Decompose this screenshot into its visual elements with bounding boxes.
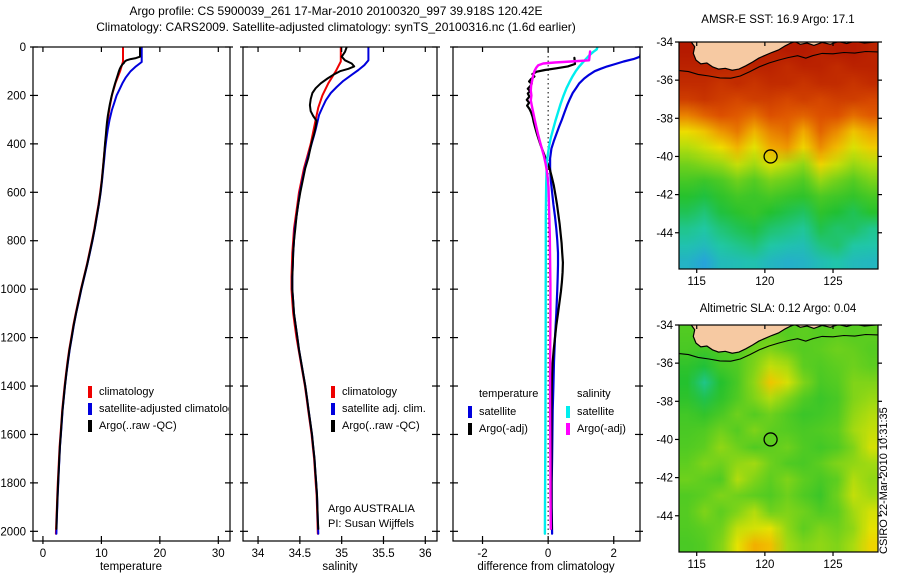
legend-item-argo-raw: Argo(..raw -QC) [88, 417, 229, 434]
svg-text:125: 125 [823, 559, 842, 571]
temperature-legend: climatology satellite-adjusted climatolo… [88, 383, 229, 434]
legend-item-satellite-adj-clim: satellite adj. clim. [331, 400, 426, 417]
sal-satellite-swatch-icon [566, 405, 570, 418]
legend-header-temperature: temperature [479, 388, 539, 400]
legend-item-climatology: climatology [331, 383, 426, 400]
legend-item-satellite-adjusted: satellite-adjusted climatology [88, 400, 229, 417]
svg-text:120: 120 [755, 559, 774, 571]
svg-text:35.5: 35.5 [372, 548, 394, 560]
svg-text:2: 2 [611, 548, 617, 560]
legend-label: satellite [479, 405, 517, 418]
legend-label: Argo(-adj) [479, 422, 528, 435]
svg-text:1800: 1800 [0, 478, 26, 490]
svg-text:1600: 1600 [0, 429, 26, 441]
legend-header-salinity: salinity [577, 388, 611, 400]
svg-text:10: 10 [95, 548, 108, 560]
svg-text:-44: -44 [656, 511, 673, 523]
legend-label: Argo(..raw -QC) [99, 419, 177, 432]
figure-title-line1: Argo profile: CS 5900039_261 17-Mar-2010… [129, 4, 543, 18]
temp-argo-swatch-icon [468, 422, 472, 435]
figure-title-line2: Climatology: CARS2009. Satellite-adjuste… [96, 20, 576, 34]
svg-text:30: 30 [212, 548, 225, 560]
argo-raw-swatch-icon [88, 419, 92, 432]
legend-item-climatology: climatology [88, 383, 229, 400]
svg-text:36: 36 [419, 548, 432, 560]
svg-text:120: 120 [755, 276, 774, 288]
svg-text:200: 200 [7, 90, 26, 102]
svg-text:1000: 1000 [0, 284, 26, 296]
salinity-legend: climatology satellite adj. clim. Argo(..… [331, 383, 426, 434]
legend-label: climatology [99, 385, 155, 398]
legend-item-sal-satellite: satellite [566, 403, 626, 420]
svg-text:-36: -36 [656, 358, 673, 370]
argo-raw-swatch-icon [331, 419, 335, 432]
svg-text:34: 34 [252, 548, 265, 560]
svg-text:-42: -42 [656, 473, 673, 485]
difference-axis-label: difference from climatology [477, 561, 615, 573]
svg-text:35: 35 [335, 548, 348, 560]
climatology-swatch-icon [88, 385, 92, 398]
legend-item-temp-argo: Argo(-adj) [468, 420, 538, 437]
satellite-adjusted-swatch-icon [88, 402, 92, 415]
svg-text:-44: -44 [656, 228, 673, 240]
svg-text:-40: -40 [656, 434, 673, 446]
svg-text:1200: 1200 [0, 333, 26, 345]
salinity-axis-label: salinity [322, 561, 358, 573]
svg-text:0: 0 [545, 548, 551, 560]
svg-text:-40: -40 [656, 151, 673, 163]
svg-text:600: 600 [7, 187, 26, 199]
svg-text:20: 20 [153, 548, 166, 560]
svg-text:-2: -2 [477, 548, 487, 560]
svg-text:0: 0 [40, 548, 46, 560]
legend-label: satellite-adjusted climatology [99, 402, 229, 415]
annotation-line2: PI: Susan Wijffels [328, 518, 414, 530]
sla-map-image [679, 325, 878, 552]
legend-item-temp-satellite: satellite [468, 403, 538, 420]
svg-text:-36: -36 [656, 75, 673, 87]
sst-map-image [679, 42, 878, 269]
legend-label: satellite adj. clim. [342, 402, 426, 415]
svg-text:-34: -34 [656, 320, 673, 332]
legend-item-sal-argo: Argo(-adj) [566, 420, 626, 437]
csiro-timestamp: CSIRO 22-Mar-2010 10:31:35 [878, 407, 890, 554]
temperature-axis-label: temperature [99, 561, 163, 573]
svg-text:400: 400 [7, 139, 26, 151]
svg-text:800: 800 [7, 236, 26, 248]
svg-text:115: 115 [688, 276, 706, 288]
argo-australia-annotation: Argo AUSTRALIA PI: Susan Wijffels [328, 502, 415, 532]
svg-text:1400: 1400 [0, 381, 26, 393]
legend-label: Argo(-adj) [577, 422, 626, 435]
legend-label: satellite [577, 405, 615, 418]
difference-legend-salinity: salinity satellite Argo(-adj) [566, 386, 626, 437]
svg-text:0: 0 [20, 42, 26, 54]
legend-label: Argo(..raw -QC) [342, 419, 420, 432]
sla-map-title: Altimetric SLA: 0.12 Argo: 0.04 [699, 303, 857, 315]
legend-item-argo-raw: Argo(..raw -QC) [331, 417, 426, 434]
svg-text:-34: -34 [656, 37, 673, 49]
temp-satellite-swatch-icon [468, 405, 472, 418]
svg-text:2000: 2000 [0, 526, 26, 538]
svg-text:115: 115 [688, 559, 706, 571]
satellite-adj-clim-swatch-icon [331, 402, 335, 415]
sst-map-title: AMSR-E SST: 16.9 Argo: 17.1 [701, 14, 855, 26]
svg-text:125: 125 [823, 276, 842, 288]
climatology-swatch-icon [331, 385, 335, 398]
annotation-line1: Argo AUSTRALIA [328, 503, 415, 515]
svg-text:34.5: 34.5 [289, 548, 311, 560]
legend-label: climatology [342, 385, 398, 398]
svg-text:-38: -38 [656, 396, 673, 408]
difference-legend-temperature: temperature satellite Argo(-adj) [468, 386, 538, 437]
sal-argo-swatch-icon [566, 422, 570, 435]
svg-text:-42: -42 [656, 190, 673, 202]
svg-text:-38: -38 [656, 113, 673, 125]
